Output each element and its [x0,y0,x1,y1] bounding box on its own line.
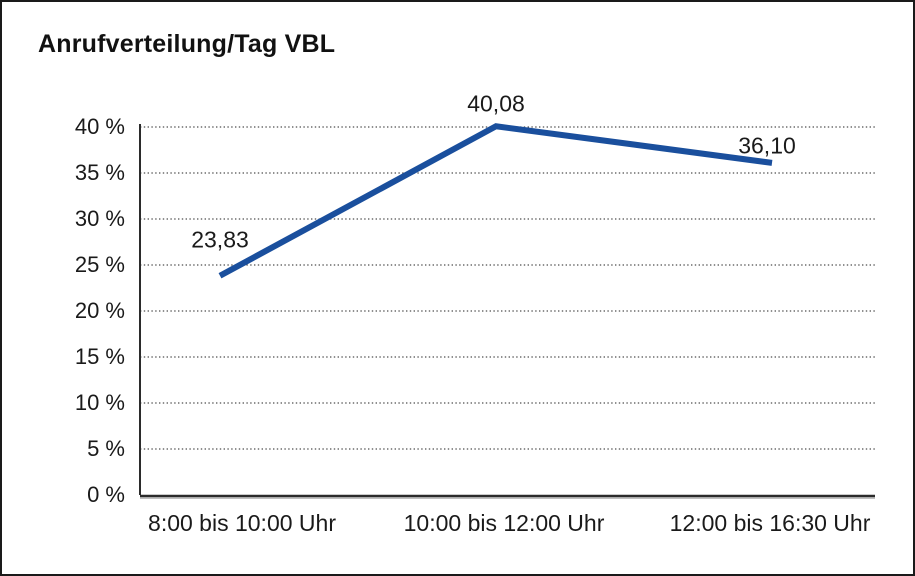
data-point-value-label: 36,10 [738,132,796,159]
chart-title: Anrufverteilung/Tag VBL [38,30,336,58]
x-category-label: 8:00 bis 10:00 Uhr [148,510,336,536]
y-tick-label: 25 % [74,252,125,277]
y-tick-label: 30 % [74,206,125,231]
x-category-label: 10:00 bis 12:00 Uhr [403,510,605,536]
y-tick-label: 40 % [74,114,125,139]
y-tick-label: 15 % [74,344,125,369]
data-series-line [218,123,773,279]
data-point-value-label: 23,83 [191,226,249,253]
data-point-value-label: 40,08 [467,90,525,117]
y-tick-label: 0 % [87,482,125,507]
y-tick-label: 20 % [74,298,125,323]
y-tick-label: 5 % [87,436,125,461]
y-tick-label: 35 % [74,160,125,185]
x-category-label: 12:00 bis 16:30 Uhr [669,510,871,536]
y-tick-label: 10 % [74,390,125,415]
